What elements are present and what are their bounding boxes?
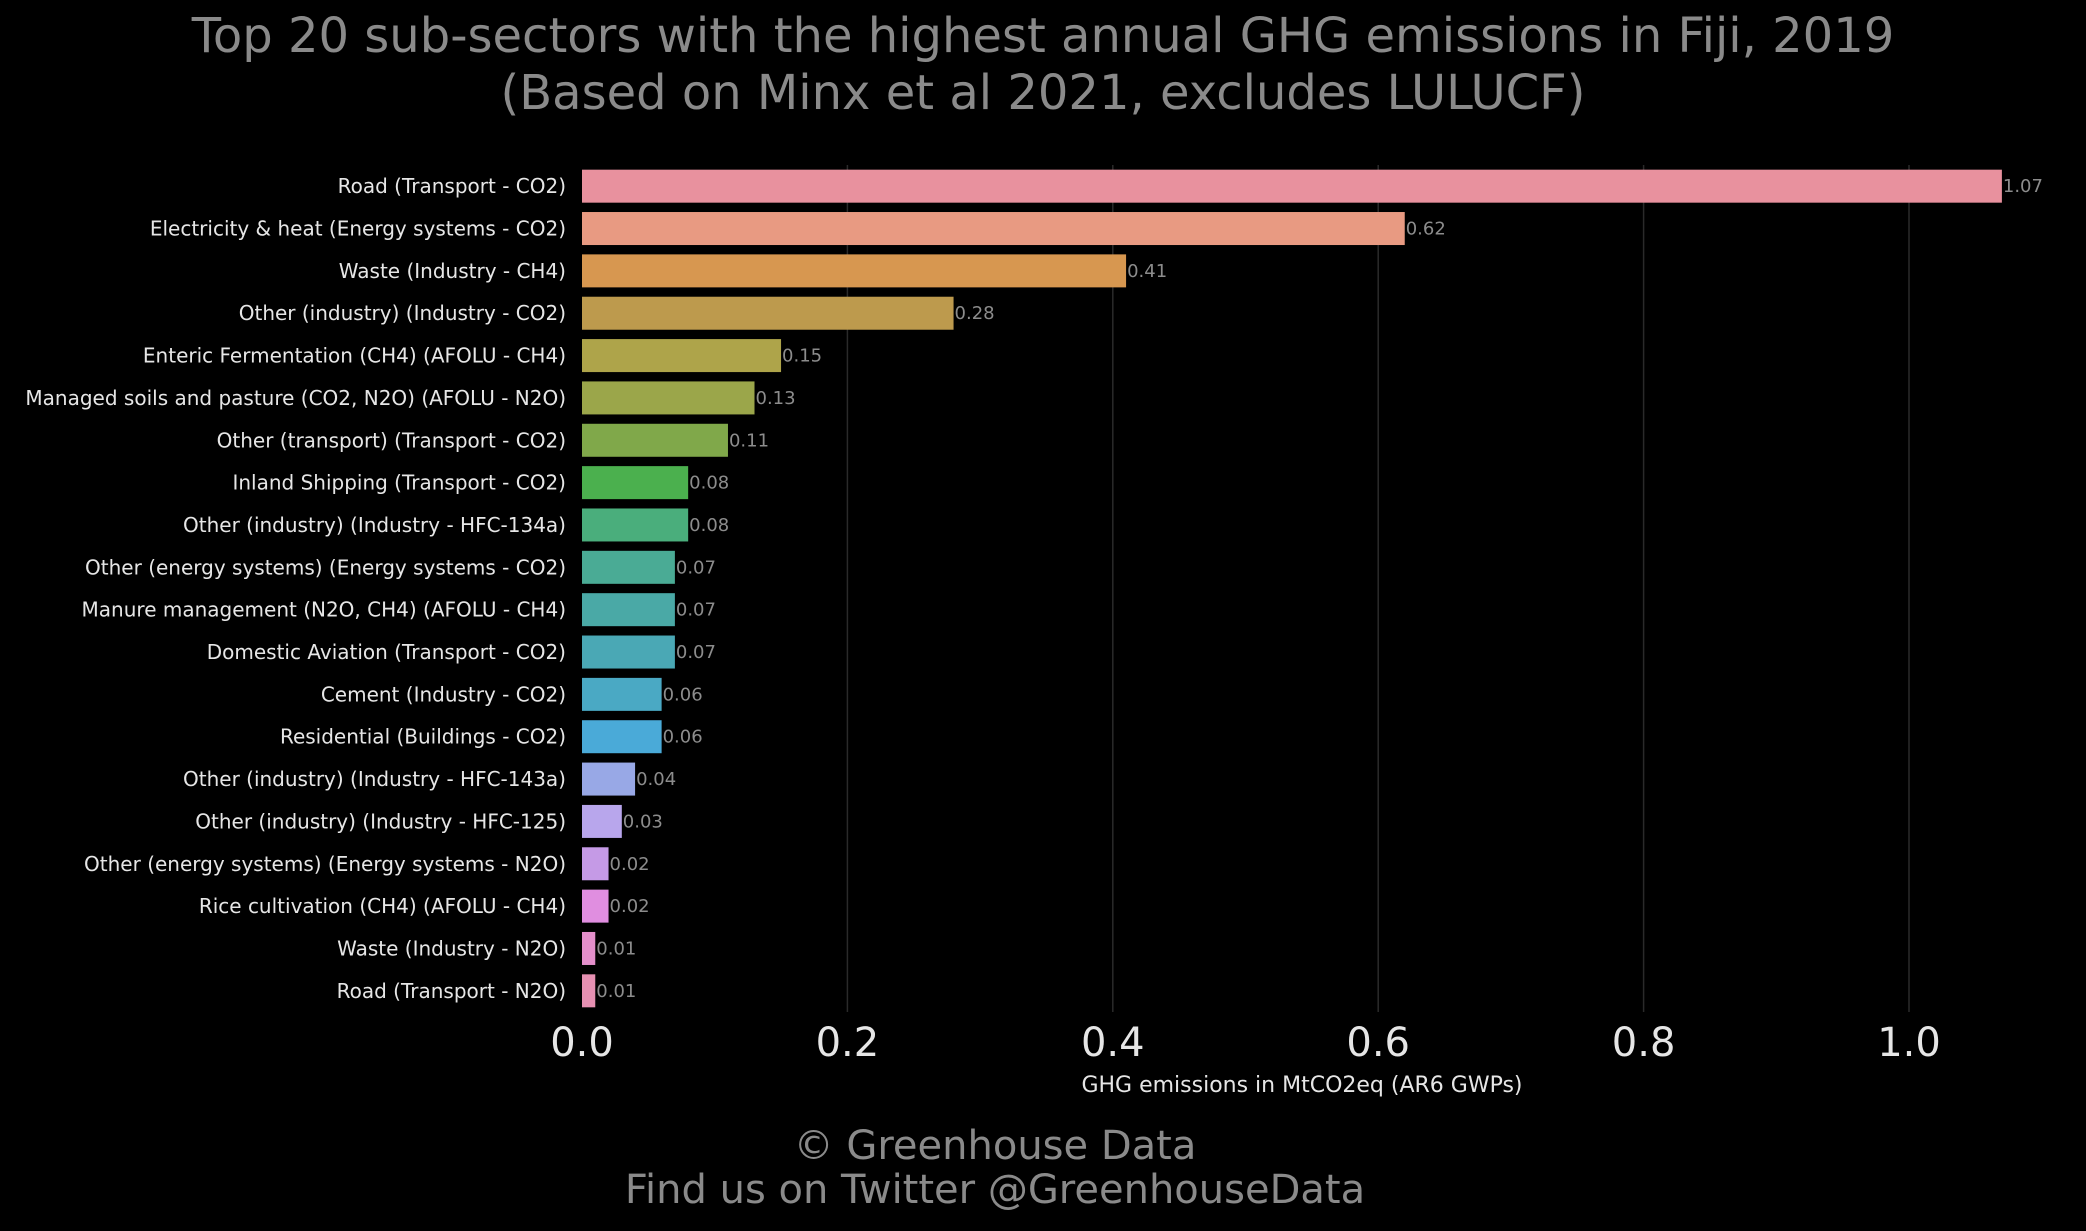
category-label: Waste (Industry - CH4)	[339, 259, 566, 283]
value-label: 0.08	[689, 473, 729, 494]
category-label: Inland Shipping (Transport - CO2)	[232, 471, 566, 495]
category-label: Rice cultivation (CH4) (AFOLU - CH4)	[199, 894, 566, 918]
x-tick-label: 0.4	[1081, 1020, 1145, 1066]
footer-copyright: © Greenhouse Data	[793, 1123, 1197, 1169]
category-labels: Road (Transport - CO2) Electricity & heat…	[25, 174, 566, 1003]
value-label: 0.02	[610, 896, 650, 917]
bar	[582, 339, 782, 373]
category-label: Road (Transport - CO2)	[338, 174, 566, 198]
bar	[582, 550, 675, 584]
category-label: Domestic Aviation (Transport - CO2)	[207, 640, 566, 664]
value-label: 0.04	[636, 769, 676, 790]
bars	[582, 169, 2002, 1008]
bar	[582, 974, 596, 1008]
bar	[582, 508, 689, 542]
category-label: Cement (Industry - CO2)	[321, 682, 566, 706]
bar	[582, 423, 728, 457]
chart-title-line-2: (Based on Minx et al 2021, excludes LULU…	[500, 65, 1586, 121]
value-label: 0.13	[756, 388, 796, 409]
category-label: Managed soils and pasture (CO2, N2O) (AF…	[25, 386, 566, 410]
category-label: Other (energy systems) (Energy systems -…	[85, 555, 566, 579]
value-label: 0.03	[623, 811, 663, 832]
bar	[582, 931, 596, 965]
x-tick-label: 0.0	[550, 1020, 614, 1066]
category-label: Electricity & heat (Energy systems - CO2…	[150, 217, 566, 241]
value-label: 0.01	[596, 938, 636, 959]
category-label: Manure management (N2O, CH4) (AFOLU - CH…	[82, 598, 566, 622]
category-label: Other (transport) (Transport - CO2)	[217, 428, 566, 452]
category-label: Other (energy systems) (Energy systems -…	[84, 852, 566, 876]
value-label: 0.08	[689, 515, 729, 536]
value-label: 0.07	[676, 600, 716, 621]
value-label: 0.06	[663, 684, 703, 705]
value-label: 0.15	[782, 346, 822, 367]
value-label: 1.07	[2003, 176, 2043, 197]
bar	[582, 677, 662, 711]
bar	[582, 635, 675, 669]
value-label: 0.41	[1127, 261, 1167, 282]
value-label: 0.11	[729, 430, 769, 451]
x-tick-label: 0.2	[816, 1020, 880, 1066]
category-label: Residential (Buildings - CO2)	[280, 725, 566, 749]
category-label: Other (industry) (Industry - HFC-143a)	[183, 767, 566, 791]
x-tick-label: 0.6	[1346, 1020, 1410, 1066]
bar	[582, 296, 954, 330]
bar	[582, 466, 689, 500]
category-label: Other (industry) (Industry - HFC-134a)	[183, 513, 566, 537]
value-label: 0.07	[676, 642, 716, 663]
bar	[582, 804, 622, 838]
category-label: Other (industry) (Industry - CO2)	[239, 301, 566, 325]
category-label: Enteric Fermentation (CH4) (AFOLU - CH4)	[143, 344, 566, 368]
footer-twitter: Find us on Twitter @GreenhouseData	[624, 1167, 1366, 1213]
value-label: 0.62	[1406, 219, 1446, 240]
x-axis-title: GHG emissions in MtCO2eq (AR6 GWPs)	[1081, 1073, 1522, 1098]
chart-title-line-1: Top 20 sub-sectors with the highest annu…	[191, 8, 1895, 64]
x-tick-label: 0.8	[1612, 1020, 1676, 1066]
bar	[582, 169, 2002, 203]
x-tick-label: 1.0	[1877, 1020, 1941, 1066]
bar	[582, 593, 675, 627]
bar	[582, 762, 636, 796]
bar	[582, 720, 662, 754]
bar	[582, 381, 755, 415]
chart-title: Top 20 sub-sectors with the highest annu…	[0, 8, 2086, 122]
category-label: Waste (Industry - N2O)	[337, 936, 566, 960]
bar	[582, 254, 1127, 288]
bar	[582, 889, 609, 923]
value-labels: 1.07 0.62 0.41 0.28 0.15 0.13 0.11 0.08 0.08 0.07…	[596, 176, 2043, 1002]
category-label: Other (industry) (Industry - HFC-125)	[195, 809, 566, 833]
x-axis-ticks: 0.0 0.2 0.4 0.6 0.8 1.0	[550, 1020, 1941, 1066]
gridlines	[846, 165, 1910, 1012]
value-label: 0.01	[596, 981, 636, 1002]
footer: © Greenhouse Data Find us on Twitter @Gr…	[0, 1124, 1990, 1212]
value-label: 0.28	[955, 303, 995, 324]
value-label: 0.07	[676, 557, 716, 578]
bar	[582, 212, 1405, 246]
value-label: 0.06	[663, 727, 703, 748]
bar	[582, 847, 609, 881]
category-label: Road (Transport - N2O)	[337, 979, 566, 1003]
value-label: 0.02	[610, 854, 650, 875]
